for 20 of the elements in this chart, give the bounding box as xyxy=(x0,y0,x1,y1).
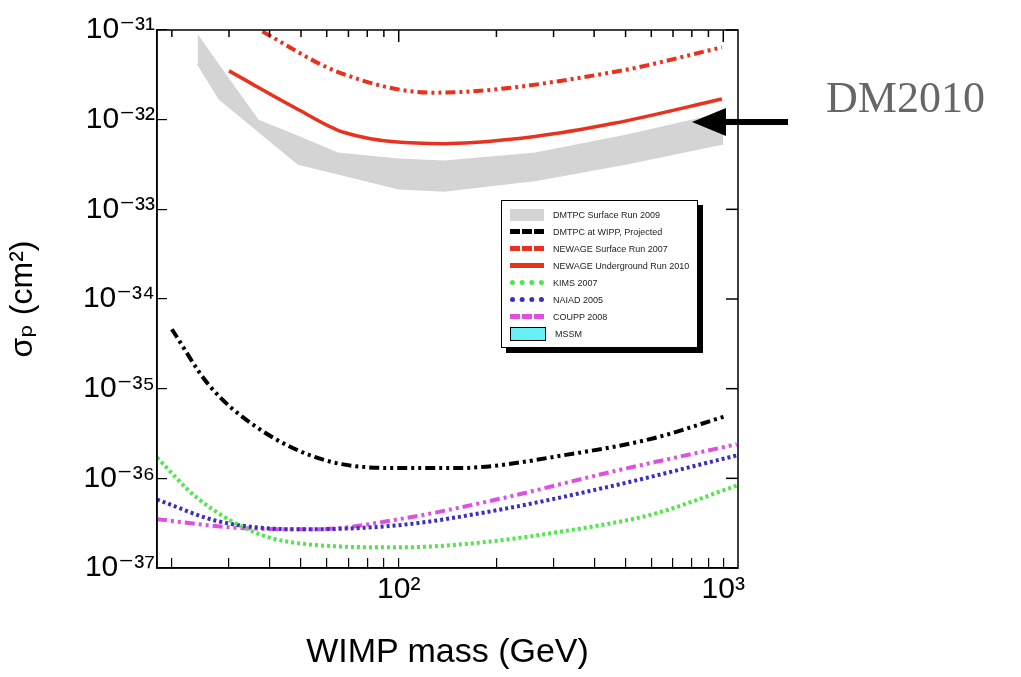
y-tick-label: 10⁻³² xyxy=(85,100,156,134)
legend-label: DMTPC Surface Run 2009 xyxy=(553,209,661,220)
y-tick-label: 10⁻³¹ xyxy=(85,11,156,45)
text: DM2010 xyxy=(826,72,985,122)
legend-label: NEWAGE Surface Run 2007 xyxy=(553,243,668,254)
y-tick-label: 10⁻³⁷ xyxy=(84,549,155,583)
y-tick-label: 10⁻³⁴ xyxy=(82,280,155,314)
y-tick-label: 10⁻³⁶ xyxy=(83,459,155,493)
x-tick-label: 10³ xyxy=(701,571,745,605)
legend-label: COUPP 2008 xyxy=(553,311,608,322)
y-tick-label: 10⁻³³ xyxy=(85,190,156,224)
legend-label: DMTPC at WIPP, Projected xyxy=(553,226,663,237)
legend-label: NEWAGE Underground Run 2010 xyxy=(553,260,690,271)
x-tick-label: 10² xyxy=(377,571,421,605)
x-axis-title: WIMP mass (GeV) xyxy=(306,630,589,669)
legend-label: NAIAD 2005 xyxy=(553,294,604,305)
y-tick-label: 10⁻³⁵ xyxy=(83,369,155,403)
y-axis-title: σₚ (cm²) xyxy=(3,240,40,358)
legend-label: MSSM xyxy=(555,328,582,339)
legend-label: KIMS 2007 xyxy=(553,277,598,288)
